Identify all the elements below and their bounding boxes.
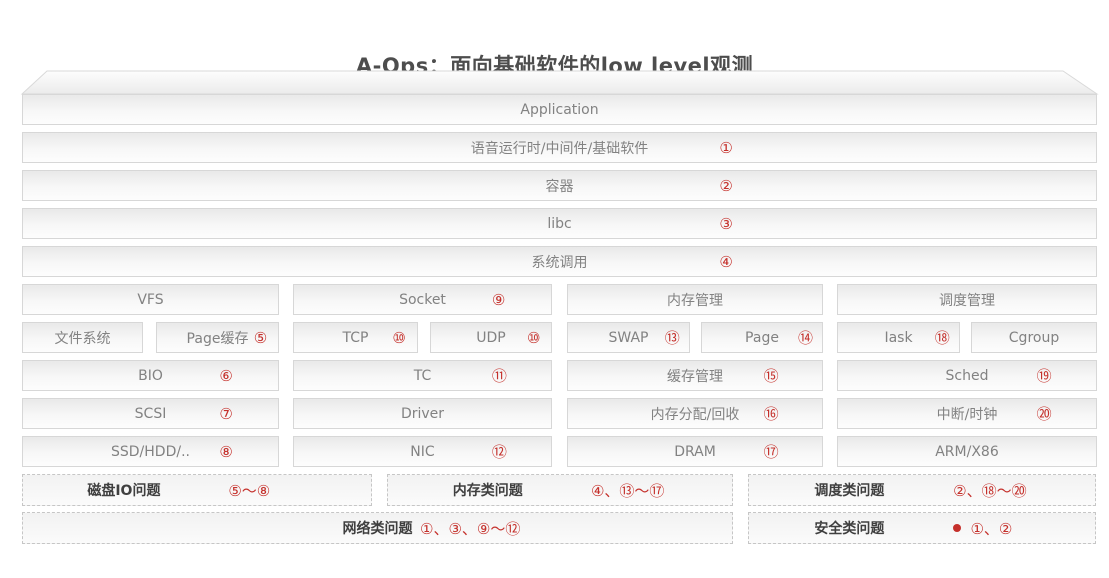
circled-number: ③ [719, 214, 733, 233]
issue-numbers: ②、⑱～⑳ [953, 481, 1027, 500]
circled-number: ⑲ [1036, 367, 1052, 385]
cell-label: TC [413, 367, 432, 384]
layer-label: Application [520, 101, 599, 118]
layer-label: 容器 [545, 178, 574, 195]
cell-label: Cgroup [1008, 329, 1060, 346]
circled-number: ④ [719, 252, 733, 271]
circled-number: ⑩ [392, 328, 406, 347]
cell-label: Page [745, 329, 779, 346]
cell-label: UDP [476, 329, 506, 346]
circled-number: ⑫ [491, 443, 507, 461]
cell-file-system: 文件系统 [22, 322, 143, 353]
cell-label: Page缓存 [186, 330, 249, 347]
cell-label: 中断/时钟 [936, 406, 998, 423]
layer-libc: libc ③ [22, 208, 1097, 239]
cell-label: TCP [342, 329, 369, 346]
cell-label: SCSI [134, 405, 167, 422]
circled-number: ⑧ [219, 442, 233, 461]
cell-sched-mgmt: 调度管理 [837, 284, 1097, 315]
cell-cache-mgmt: 缓存管理 ⑮ [567, 360, 823, 391]
cell-label: NIC [410, 443, 435, 460]
cell-page-cache: Page缓存 ⑤ [156, 322, 279, 353]
issue-network: 网络类问题 ①、③、⑨～⑫ [22, 512, 733, 544]
circled-number: ⑤ [253, 328, 268, 347]
cell-task: Iask ⑱ [837, 322, 960, 353]
cell-page: Page ⑭ [701, 322, 823, 353]
issue-label: 网络类问题 [342, 521, 413, 537]
cell-scsi: SCSI ⑦ [22, 398, 279, 429]
cell-label: 内存管理 [667, 292, 723, 309]
circled-number: ⑯ [763, 405, 779, 423]
issue-disk-io: 磁盘IO问题 ⑤～⑧ [22, 474, 372, 506]
cell-label: VFS [137, 291, 164, 308]
layer-application: Application [22, 94, 1097, 125]
cell-mem-alloc: 内存分配/回收 ⑯ [567, 398, 823, 429]
issue-sched: 调度类问题 ②、⑱～⑳ [748, 474, 1096, 506]
issue-numbers: ④、⑬～⑰ [590, 481, 665, 500]
cell-swap: SWAP ⑬ [567, 322, 690, 353]
cell-memory-mgmt: 内存管理 [567, 284, 823, 315]
cell-label: 文件系统 [54, 330, 111, 347]
circled-number: ⑰ [763, 443, 779, 461]
cell-label: Socket [399, 291, 446, 308]
cell-label: ARM/X86 [935, 443, 999, 460]
cell-label: BIO [138, 367, 163, 384]
circled-number: ⑦ [219, 404, 233, 423]
layer-label: 系统调用 [531, 254, 588, 271]
circled-number: ① [719, 138, 733, 157]
cell-tc: TC ⑪ [293, 360, 552, 391]
cell-label: 内存分配/回收 [650, 406, 740, 423]
cell-udp: UDP ⑩ [430, 322, 552, 353]
issue-numbers: ①、③、⑨～⑫ [420, 519, 521, 538]
cell-label: SWAP [608, 329, 649, 346]
cell-label: Iask [884, 329, 913, 346]
cell-tcp: TCP ⑩ [293, 322, 418, 353]
cell-dram: DRAM ⑰ [567, 436, 823, 467]
issue-memory: 内存类问题 ④、⑬～⑰ [387, 474, 733, 506]
circled-number: ⑭ [798, 329, 814, 347]
cell-nic: NIC ⑫ [293, 436, 552, 467]
circled-number: ⑳ [1036, 405, 1052, 423]
cell-sched: Sched ⑲ [837, 360, 1097, 391]
layer-syscall: 系统调用 ④ [22, 246, 1097, 277]
layer-label: libc [547, 215, 572, 232]
issue-label: 安全类问题 [814, 521, 885, 537]
cell-label: 调度管理 [939, 292, 995, 309]
circled-number: ⑩ [527, 328, 541, 347]
cell-driver: Driver [293, 398, 552, 429]
cell-cgroup: Cgroup [971, 322, 1097, 353]
circled-number: ② [719, 176, 733, 195]
cell-interrupt-clock: 中断/时钟 ⑳ [837, 398, 1097, 429]
issue-numbers: ⑤～⑧ [228, 481, 271, 500]
issue-label: 磁盘IO问题 [87, 483, 161, 499]
layer-label: 语音运行时/中间件/基础软件 [470, 140, 649, 157]
issue-security: 安全类问题 ①、② [748, 512, 1096, 544]
cell-label: Driver [400, 405, 445, 422]
circled-number: ⑪ [491, 367, 507, 385]
cell-arm-x86: ARM/X86 [837, 436, 1097, 467]
cell-socket: Socket ⑨ [293, 284, 552, 315]
cell-bio: BIO ⑥ [22, 360, 279, 391]
bullet-dot-icon [953, 524, 962, 532]
circled-number: ⑨ [491, 290, 506, 309]
cell-label: SSD/HDD/.. [111, 443, 190, 460]
issue-label: 内存类问题 [452, 483, 523, 499]
issue-numbers: ①、② [970, 519, 1013, 538]
cell-label: Sched [945, 367, 989, 384]
cell-vfs: VFS [22, 284, 279, 315]
cell-label: DRAM [674, 443, 716, 460]
issue-label: 调度类问题 [814, 483, 885, 499]
cell-label: 缓存管理 [667, 368, 723, 385]
3d-top-face [20, 70, 1099, 95]
circled-number: ⑬ [664, 329, 680, 347]
circled-number: ⑱ [934, 329, 950, 347]
layer-runtime-middleware: 语音运行时/中间件/基础软件 ① [22, 132, 1097, 163]
cell-ssd-hdd: SSD/HDD/.. ⑧ [22, 436, 279, 467]
circled-number: ⑮ [763, 367, 779, 385]
circled-number: ⑥ [219, 366, 233, 385]
layer-container: 容器 ② [22, 170, 1097, 201]
